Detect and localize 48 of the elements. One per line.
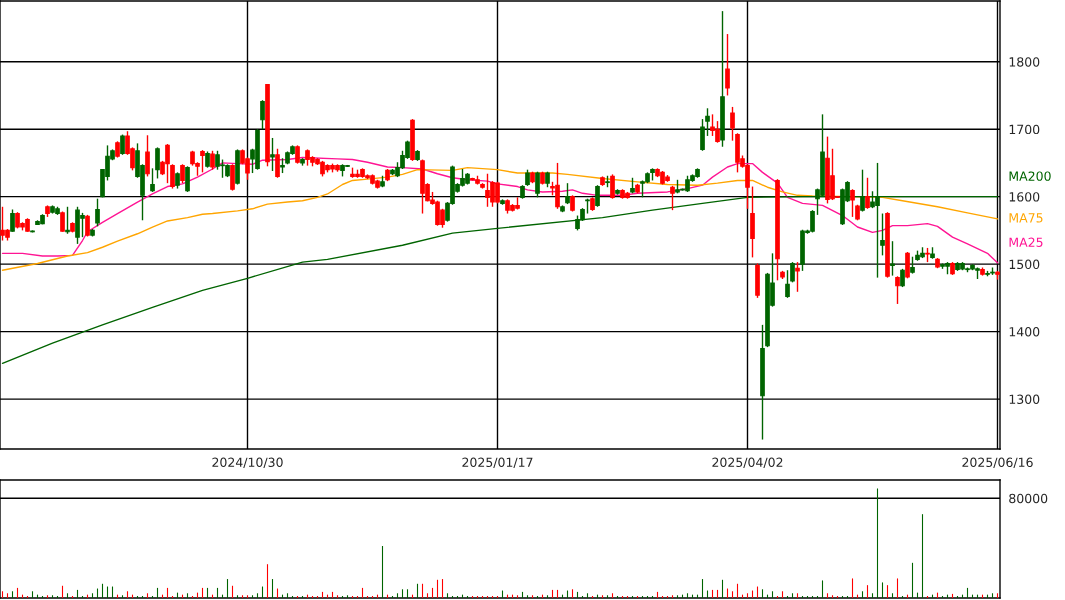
- candlestick: [210, 150, 215, 171]
- y-tick-label: 1500: [1009, 259, 1040, 270]
- candlestick: [670, 185, 675, 211]
- candlestick: [785, 269, 790, 299]
- x-tick-label: 2025/06/16: [962, 457, 1033, 468]
- candlestick: [895, 275, 900, 305]
- candlestick: [185, 165, 190, 193]
- candlestick: [180, 163, 185, 184]
- candlestick: [200, 149, 205, 174]
- y-tick-label: 1700: [1009, 124, 1040, 135]
- candlestick: [700, 118, 705, 152]
- series-label: MA25: [1009, 237, 1043, 247]
- candlestick: [535, 171, 540, 199]
- candlestick: [65, 206, 70, 235]
- candlestick: [230, 163, 235, 192]
- candlestick: [900, 268, 905, 288]
- candlestick: [905, 251, 910, 279]
- candlestick: [725, 33, 730, 97]
- candlestick: [795, 261, 800, 293]
- y-tick-label: 80000: [1009, 493, 1048, 504]
- series-label: MA75: [1009, 213, 1043, 223]
- candlestick: [10, 208, 15, 233]
- candlestick: [295, 144, 300, 165]
- y-tick-label: 1600: [1009, 192, 1040, 202]
- candlestick: [270, 137, 275, 172]
- candlestick: [865, 177, 870, 210]
- candlestick: [155, 146, 160, 180]
- candlestick: [95, 197, 100, 228]
- x-tick-label: 2025/01/17: [462, 457, 533, 468]
- y-tick-label: 1300: [1009, 394, 1040, 404]
- candlestick: [170, 163, 175, 190]
- y-tick-label: 1800: [1009, 57, 1040, 67]
- x-tick-label: 2025/04/02: [712, 457, 783, 468]
- y-tick-label: 1400: [1009, 327, 1040, 337]
- candlestick: [880, 212, 885, 257]
- candlestick: [595, 184, 600, 208]
- candlestick: [850, 188, 855, 218]
- candlestick: [730, 106, 735, 142]
- candlestick: [890, 240, 895, 277]
- candlestick: [565, 182, 570, 205]
- candlestick: [705, 107, 710, 137]
- x-tick-label: 2024/10/30: [212, 457, 283, 468]
- candlestick: [260, 99, 265, 130]
- candlestick: [150, 167, 155, 193]
- candlestick: [610, 173, 615, 200]
- series-label: MA200: [1009, 171, 1051, 181]
- candlestick: [145, 134, 150, 178]
- candlestick: [275, 148, 280, 179]
